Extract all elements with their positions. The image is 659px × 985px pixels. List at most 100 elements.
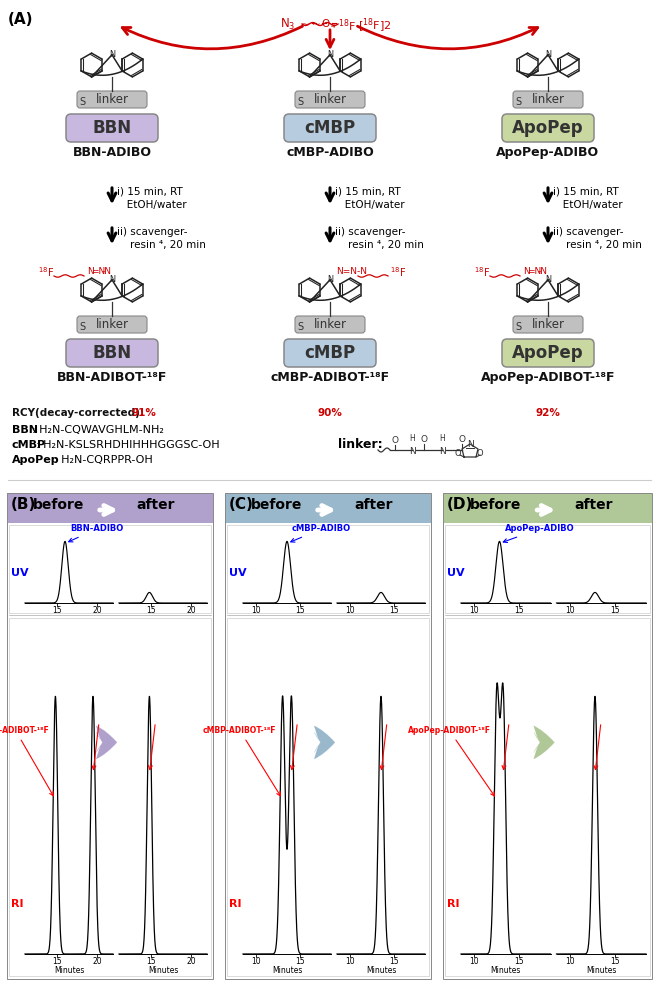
Text: ii) scavenger-
    resin ⁴, 20 min: ii) scavenger- resin ⁴, 20 min bbox=[117, 227, 206, 250]
Text: linker: linker bbox=[314, 93, 347, 106]
Text: RI: RI bbox=[229, 899, 241, 909]
FancyBboxPatch shape bbox=[77, 91, 147, 108]
FancyBboxPatch shape bbox=[502, 339, 594, 367]
Text: i) 15 min, RT
   EtOH/water: i) 15 min, RT EtOH/water bbox=[335, 187, 405, 210]
Text: cMBP: cMBP bbox=[304, 344, 356, 362]
Text: ApoPep: ApoPep bbox=[12, 455, 59, 465]
Text: 15: 15 bbox=[52, 957, 62, 966]
Text: S: S bbox=[297, 97, 303, 107]
Text: S: S bbox=[79, 322, 85, 332]
Text: Minutes: Minutes bbox=[272, 966, 302, 975]
Text: after: after bbox=[574, 498, 613, 512]
Text: $^{18}$F: $^{18}$F bbox=[338, 17, 356, 33]
Text: BBN-ADIBO: BBN-ADIBO bbox=[69, 524, 123, 542]
Text: ApoPep-ADIBOT-¹⁸F: ApoPep-ADIBOT-¹⁸F bbox=[481, 371, 616, 384]
Text: N: N bbox=[467, 440, 473, 449]
Text: 15: 15 bbox=[515, 606, 524, 615]
Text: linker: linker bbox=[532, 93, 565, 106]
Text: ii) scavenger-
    resin ⁴, 20 min: ii) scavenger- resin ⁴, 20 min bbox=[553, 227, 642, 250]
Bar bbox=[227, 525, 429, 613]
Text: ApoPep: ApoPep bbox=[512, 119, 584, 137]
FancyBboxPatch shape bbox=[502, 114, 594, 142]
Text: : H₂N-CQWAVGHLM-NH₂: : H₂N-CQWAVGHLM-NH₂ bbox=[32, 425, 164, 435]
Text: linker: linker bbox=[96, 318, 129, 331]
Text: UV: UV bbox=[447, 568, 465, 578]
Text: linker: linker bbox=[314, 318, 347, 331]
Text: after: after bbox=[136, 498, 175, 512]
Text: $\mathrm{N_3}$: $\mathrm{N_3}$ bbox=[280, 17, 295, 33]
Bar bbox=[445, 525, 650, 613]
Text: BBN-ADIBOT-¹⁸F: BBN-ADIBOT-¹⁸F bbox=[0, 726, 53, 796]
Text: H: H bbox=[439, 434, 445, 443]
Text: N: N bbox=[545, 50, 551, 59]
Text: linker: linker bbox=[96, 93, 129, 106]
Bar bbox=[443, 493, 652, 523]
Text: [$^{18}$F]2: [$^{18}$F]2 bbox=[358, 17, 391, 35]
Text: ApoPep-ADIBO: ApoPep-ADIBO bbox=[496, 146, 600, 159]
Text: before: before bbox=[33, 498, 84, 512]
Text: 15: 15 bbox=[52, 606, 62, 615]
Text: cMBP: cMBP bbox=[304, 119, 356, 137]
Text: $^{18}$F: $^{18}$F bbox=[474, 265, 490, 279]
Text: cMBP-ADIBOT-¹⁸F: cMBP-ADIBOT-¹⁸F bbox=[270, 371, 389, 384]
Text: 15: 15 bbox=[610, 606, 619, 615]
Text: (A): (A) bbox=[8, 12, 34, 27]
Text: N: N bbox=[439, 447, 445, 456]
Text: 15: 15 bbox=[146, 606, 156, 615]
Text: 15: 15 bbox=[515, 957, 524, 966]
Bar bbox=[443, 493, 652, 979]
Text: cMBP: cMBP bbox=[12, 440, 46, 450]
Bar bbox=[9, 618, 211, 976]
Text: before: before bbox=[470, 498, 521, 512]
Text: O: O bbox=[391, 436, 399, 445]
Text: O: O bbox=[455, 449, 461, 458]
Text: -N: -N bbox=[102, 268, 112, 277]
Text: Minutes: Minutes bbox=[366, 966, 396, 975]
Text: BBN: BBN bbox=[92, 119, 132, 137]
FancyBboxPatch shape bbox=[295, 91, 365, 108]
FancyBboxPatch shape bbox=[284, 114, 376, 142]
Text: 90%: 90% bbox=[318, 408, 343, 418]
Text: RI: RI bbox=[447, 899, 459, 909]
Text: BBN: BBN bbox=[92, 344, 132, 362]
Text: 92%: 92% bbox=[536, 408, 560, 418]
Text: 10: 10 bbox=[345, 606, 355, 615]
FancyBboxPatch shape bbox=[513, 91, 583, 108]
Text: : H₂N-CQRPPR-OH: : H₂N-CQRPPR-OH bbox=[54, 455, 153, 465]
Text: after: after bbox=[354, 498, 393, 512]
Text: N: N bbox=[327, 275, 333, 285]
Text: 20: 20 bbox=[92, 957, 101, 966]
Text: cMBP-ADIBO: cMBP-ADIBO bbox=[291, 524, 351, 542]
Text: Minutes: Minutes bbox=[490, 966, 521, 975]
Text: 91%: 91% bbox=[132, 408, 157, 418]
Text: 10: 10 bbox=[565, 957, 575, 966]
Text: cMBP-ADIBO: cMBP-ADIBO bbox=[286, 146, 374, 159]
Text: i) 15 min, RT
   EtOH/water: i) 15 min, RT EtOH/water bbox=[553, 187, 623, 210]
Text: =N: =N bbox=[91, 268, 105, 277]
Text: 10: 10 bbox=[470, 957, 479, 966]
Text: N: N bbox=[409, 447, 415, 456]
Bar bbox=[445, 618, 650, 976]
Text: 15: 15 bbox=[610, 957, 619, 966]
Text: (D): (D) bbox=[447, 497, 473, 512]
Text: S: S bbox=[79, 97, 85, 107]
Bar bbox=[9, 525, 211, 613]
Text: 10: 10 bbox=[470, 606, 479, 615]
Text: RI: RI bbox=[11, 899, 24, 909]
FancyBboxPatch shape bbox=[66, 339, 158, 367]
Text: ApoPep: ApoPep bbox=[512, 344, 584, 362]
Text: ii) scavenger-
    resin ⁴, 20 min: ii) scavenger- resin ⁴, 20 min bbox=[335, 227, 424, 250]
Text: (B): (B) bbox=[11, 497, 36, 512]
Text: 20: 20 bbox=[92, 606, 101, 615]
Text: 15: 15 bbox=[389, 957, 399, 966]
Text: S: S bbox=[515, 97, 521, 107]
FancyBboxPatch shape bbox=[77, 316, 147, 333]
FancyBboxPatch shape bbox=[66, 114, 158, 142]
Text: before: before bbox=[251, 498, 302, 512]
Text: Minutes: Minutes bbox=[586, 966, 616, 975]
FancyBboxPatch shape bbox=[284, 339, 376, 367]
Text: $^{18}$F: $^{18}$F bbox=[390, 265, 406, 279]
Text: $^{18}$F: $^{18}$F bbox=[38, 265, 54, 279]
Text: N=N-N: N=N-N bbox=[337, 268, 368, 277]
Text: N: N bbox=[86, 268, 94, 277]
